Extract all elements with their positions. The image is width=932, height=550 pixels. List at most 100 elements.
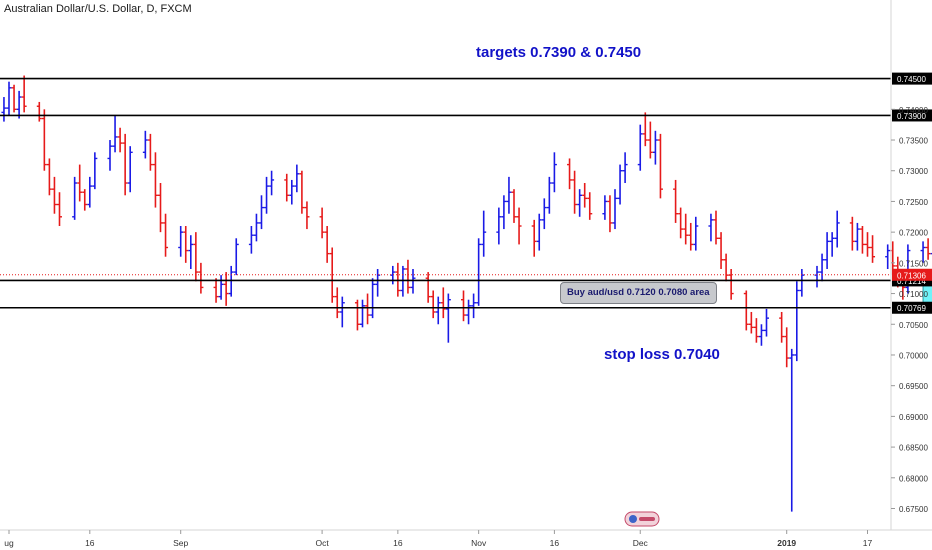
time-tick-label: 2019: [777, 538, 796, 548]
ohlc-bar: [400, 265, 406, 297]
price-tick-label: 0.72000: [899, 229, 928, 238]
price-bars: [1, 75, 932, 512]
ohlc-bar: [461, 290, 466, 322]
buy-zone-box: [922, 280, 932, 307]
ohlc-bar: [693, 216, 699, 251]
ohlc-bar: [511, 189, 517, 223]
ohlc-bar: [228, 265, 234, 297]
price-tick-label: 0.74000: [899, 106, 928, 115]
ohlc-bar: [799, 268, 805, 297]
ohlc-bar: [36, 101, 42, 122]
ohlc-bar: [117, 127, 123, 153]
ohlc-bar: [743, 290, 749, 331]
ohlc-bar: [587, 192, 593, 220]
ohlc-bar: [329, 247, 335, 303]
ohlc-bar: [92, 152, 98, 190]
ohlc-bar: [859, 226, 865, 254]
ohlc-bar: [158, 183, 163, 233]
time-tick-label: 17: [863, 538, 873, 548]
price-tick-label: 0.72500: [899, 198, 928, 207]
ohlc-bar: [269, 170, 275, 196]
time-axis[interactable]: ug16SepOct16Nov16Dec201917FebMarApr16: [4, 530, 932, 548]
ohlc-bar: [198, 262, 204, 294]
ohlc-bar: [440, 287, 446, 319]
ohlc-bar: [471, 293, 477, 319]
price-tick-label: 0.70500: [899, 321, 928, 330]
ohlc-bar: [925, 238, 931, 260]
ohlc-bar: [233, 238, 239, 276]
price-tick-label: 0.71500: [899, 259, 928, 268]
ohlc-bar: [536, 213, 542, 251]
ohlc-bar: [163, 213, 169, 257]
ohlc-bar: [6, 81, 12, 116]
ohlc-bar: [496, 207, 502, 245]
ohlc-bar: [57, 192, 62, 227]
ohlc-bar: [354, 299, 360, 331]
ohlc-bar: [481, 210, 487, 257]
ohlc-bar: [183, 226, 189, 263]
buy-zone-callout[interactable]: Buy aud/usd 0.7120 0.7080 area: [560, 282, 717, 304]
ohlc-bar: [678, 207, 684, 239]
ohlc-bar: [218, 275, 224, 300]
ohlc-bar: [622, 152, 628, 184]
ohlc-bar: [294, 164, 300, 193]
ohlc-bar: [193, 232, 199, 282]
ohlc-bar: [819, 253, 825, 282]
price-tick-label: 0.69500: [899, 382, 928, 391]
price-tick-label: 0.69000: [899, 413, 928, 422]
ohlc-bar: [541, 198, 547, 230]
ohlc-bar: [546, 176, 552, 214]
ohlc-bar: [829, 232, 835, 257]
price-tick-label: 0.68500: [899, 444, 928, 453]
ohlc-bar: [476, 238, 482, 306]
ohlc-bar: [41, 109, 47, 171]
ohlc-bar: [405, 259, 411, 294]
ohlc-bar: [708, 213, 714, 242]
ohlc-bar: [834, 210, 840, 248]
ohlc-bar: [304, 201, 310, 230]
ohlc-bar: [612, 189, 618, 230]
symbol-title: Australian Dollar/U.S. Dollar, D, FXCM: [4, 3, 192, 15]
price-tick-label: 0.71000: [899, 290, 928, 299]
stop-loss-annotation[interactable]: stop loss 0.7040: [604, 346, 720, 363]
ohlc-bar: [652, 130, 658, 165]
level-label-bg: [892, 301, 932, 314]
buy-zone-layer: [922, 280, 932, 307]
time-tick-label: 16: [550, 538, 560, 548]
ohlc-bar: [753, 318, 759, 343]
ohlc-bar: [127, 146, 133, 193]
ohlc-bar: [758, 324, 764, 346]
ohlc-bar: [920, 241, 926, 263]
targets-annotation[interactable]: targets 0.7390 & 0.7450: [476, 44, 642, 61]
ohlc-bar: [779, 311, 785, 343]
ohlc-bar: [854, 222, 860, 251]
ohlc-bar: [51, 176, 57, 214]
ohlc-bar: [360, 299, 365, 328]
price-tick-label: 0.70000: [899, 351, 928, 360]
ohlc-bar: [647, 121, 653, 159]
time-tick-label: Nov: [471, 538, 487, 548]
ohlc-bar: [688, 222, 694, 251]
ohlc-bar: [748, 311, 754, 334]
ohlc-bar: [794, 281, 800, 362]
ohlc-bar: [299, 170, 305, 214]
ohlc-bar: [789, 348, 795, 512]
price-tick-label: 0.73500: [899, 137, 928, 146]
ohlc-bar: [506, 176, 512, 214]
ohlc-bar: [339, 296, 345, 328]
ohlc-bar: [142, 130, 148, 159]
horizontal-levels[interactable]: [0, 72, 932, 314]
ohlc-bar: [870, 235, 876, 263]
ohlc-bar: [334, 287, 340, 319]
ohlc-bar: [516, 207, 522, 245]
ohlc-bar: [1, 97, 7, 122]
ohlc-bar: [11, 84, 17, 113]
price-axis[interactable]: 0.67500 0.68000 0.68500 0.69000 0.69500 0.700…: [891, 75, 932, 514]
ohlc-bar: [365, 293, 371, 325]
ohlc-bar: [324, 226, 330, 263]
ohlc-bar: [617, 164, 623, 205]
time-tick-label: Sep: [173, 538, 188, 548]
ohlc-bar: [501, 195, 507, 230]
ohlc-bar: [46, 158, 52, 196]
